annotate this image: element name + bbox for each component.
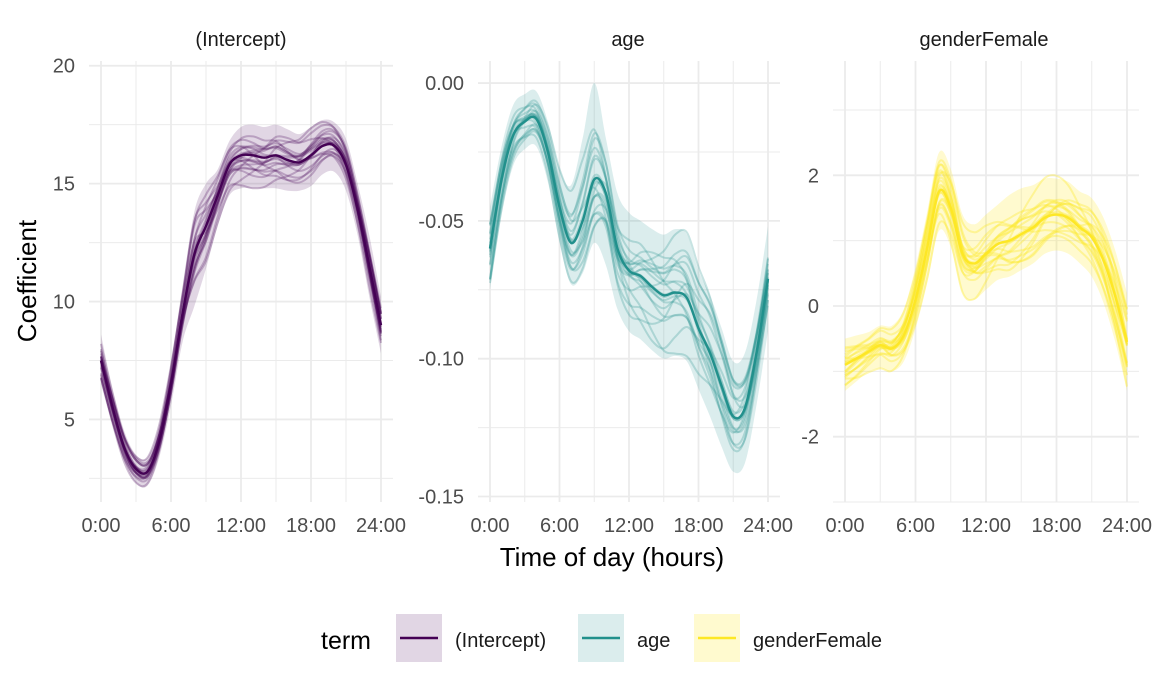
estimate-line bbox=[99, 142, 383, 475]
y-tick-label: -0.05 bbox=[418, 211, 464, 233]
replicate-curve bbox=[844, 163, 1128, 387]
series-layer bbox=[844, 150, 1129, 391]
replicate-curve bbox=[489, 108, 769, 434]
x-tick-label: 24:00 bbox=[1102, 515, 1152, 537]
facet-panel: (Intercept) 5 10 15 20 0:00 6:00 12:00 18:00 24:0… bbox=[53, 29, 406, 537]
x-tick-label: 18:00 bbox=[286, 515, 336, 537]
estimate-line bbox=[844, 188, 1129, 366]
y-tick-label: 20 bbox=[53, 56, 75, 78]
replicate-curve bbox=[100, 138, 382, 478]
replicate-curve bbox=[100, 141, 382, 480]
replicate-curve bbox=[489, 99, 769, 388]
replicate-curve bbox=[489, 109, 769, 446]
grid bbox=[833, 61, 1139, 503]
facet-title: (Intercept) bbox=[195, 29, 286, 51]
replicate-curve bbox=[489, 104, 769, 453]
replicate-curve bbox=[489, 114, 769, 419]
replicate-curve bbox=[844, 171, 1128, 379]
x-tick-label: 0:00 bbox=[82, 515, 121, 537]
legend-item: genderFemale bbox=[694, 614, 882, 662]
replicate-curve bbox=[100, 136, 382, 462]
y-tick-label: 0 bbox=[808, 296, 819, 318]
x-tick-label: 18:00 bbox=[1031, 515, 1081, 537]
confidence-band bbox=[101, 119, 381, 488]
replicate-curve bbox=[489, 128, 769, 387]
y-tick-label: 5 bbox=[64, 409, 75, 431]
x-axis-title: Time of day (hours) bbox=[500, 542, 724, 572]
facet-panel: genderFemale 2 0 -2 0:00 6:00 12:00 18:00 24:00 bbox=[801, 29, 1152, 537]
series-layer bbox=[99, 119, 383, 488]
legend-title: term bbox=[321, 627, 371, 655]
replicate-curve bbox=[489, 103, 769, 400]
replicate-curve bbox=[844, 174, 1128, 387]
y-tick-label: 10 bbox=[53, 292, 75, 314]
facet-panel: age 0.00 -0.05 -0.10 -0.15 0:00 6:00 12:00 18:00… bbox=[418, 29, 793, 537]
legend-label: age bbox=[637, 630, 670, 652]
y-tick-label: -0.15 bbox=[418, 486, 464, 508]
confidence-band bbox=[845, 150, 1127, 391]
x-tick-label: 0:00 bbox=[471, 515, 510, 537]
confidence-band bbox=[490, 83, 768, 474]
x-tick-label: 6:00 bbox=[896, 515, 935, 537]
replicate-curve bbox=[489, 133, 769, 386]
replicate-curve bbox=[100, 137, 382, 488]
x-tick-label: 24:00 bbox=[743, 515, 793, 537]
replicate-curve bbox=[489, 123, 769, 402]
replicate-curve bbox=[844, 171, 1128, 380]
y-tick-label: 2 bbox=[808, 165, 819, 187]
legend-item: (Intercept) bbox=[396, 614, 546, 662]
x-tick-label: 18:00 bbox=[673, 515, 723, 537]
legend: term (Intercept) age genderFemale bbox=[321, 614, 882, 662]
replicate-curve bbox=[100, 145, 382, 467]
replicate-curve bbox=[844, 199, 1128, 376]
y-tick-label: -2 bbox=[801, 427, 819, 449]
estimate-line bbox=[488, 115, 770, 420]
x-tick-label: 6:00 bbox=[152, 515, 191, 537]
replicate-curve bbox=[844, 202, 1128, 362]
x-tick-label: 12:00 bbox=[961, 515, 1011, 537]
replicate-curve bbox=[844, 185, 1128, 377]
series-layer bbox=[488, 83, 770, 474]
replicate-curve bbox=[489, 124, 769, 416]
legend-label: genderFemale bbox=[753, 630, 882, 652]
replicate-curve bbox=[489, 119, 769, 434]
y-axis-title: Coefficient bbox=[12, 219, 42, 342]
replicate-curve bbox=[489, 102, 769, 449]
x-tick-label: 12:00 bbox=[604, 515, 654, 537]
legend-item: age bbox=[578, 614, 670, 662]
replicate-curve bbox=[489, 127, 769, 390]
replicate-curve bbox=[100, 136, 382, 473]
replicate-curve bbox=[100, 130, 382, 473]
replicate-curve bbox=[100, 145, 382, 478]
x-tick-label: 12:00 bbox=[216, 515, 266, 537]
grid bbox=[89, 61, 393, 502]
replicate-curve bbox=[844, 198, 1128, 357]
replicate-curve bbox=[100, 121, 382, 467]
replicate-curve bbox=[100, 154, 382, 467]
facet-title: age bbox=[611, 29, 644, 51]
replicate-curve bbox=[844, 183, 1128, 375]
replicate-curve bbox=[844, 169, 1128, 367]
x-tick-label: 6:00 bbox=[540, 515, 579, 537]
replicate-curve bbox=[100, 148, 382, 471]
facet-title: genderFemale bbox=[920, 29, 1049, 51]
y-tick-label: -0.10 bbox=[418, 349, 464, 371]
replicate-curve bbox=[100, 144, 382, 481]
y-tick-label: 15 bbox=[53, 174, 75, 196]
x-tick-label: 24:00 bbox=[356, 515, 406, 537]
y-tick-label: 0.00 bbox=[425, 73, 464, 95]
replicate-curve bbox=[844, 191, 1128, 373]
replicate-curve bbox=[489, 113, 769, 414]
legend-label: (Intercept) bbox=[455, 630, 546, 652]
x-tick-label: 0:00 bbox=[826, 515, 865, 537]
